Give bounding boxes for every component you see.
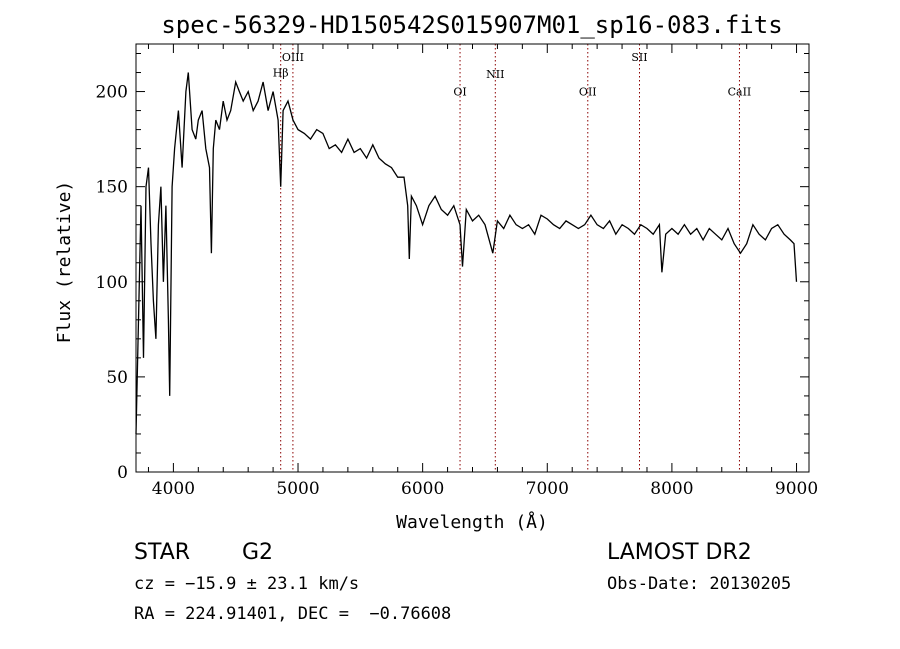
emission-line-markers: Hβ OIII OI NII OII SII CaII <box>273 44 752 472</box>
y-tick-label-50: 50 <box>106 368 128 388</box>
y-tick-label-200: 200 <box>96 83 128 103</box>
coordinates-readout: RA = 224.91401, DEC = −0.76608 <box>134 604 452 624</box>
line-marker-label-6: CaII <box>728 85 752 98</box>
line-marker-label-1: OIII <box>282 51 304 64</box>
y-tick-label-150: 150 <box>96 178 128 198</box>
y-tick-label-0: 0 <box>117 463 128 483</box>
x-tick-label-6000: 6000 <box>401 479 444 499</box>
y-axis-ticks: 0 50 100 150 200 <box>96 53 809 483</box>
line-marker-label-2: OI <box>453 85 466 98</box>
x-tick-label-8000: 8000 <box>650 479 693 499</box>
line-marker-label-3: NII <box>486 68 504 81</box>
x-tick-label-5000: 5000 <box>276 479 319 499</box>
x-tick-label-7000: 7000 <box>526 479 569 499</box>
x-tick-label-9000: 9000 <box>775 479 818 499</box>
survey-name: LAMOST DR2 <box>607 540 752 565</box>
line-marker-label-4: OII <box>579 85 597 98</box>
y-tick-label-100: 100 <box>96 273 128 293</box>
x-axis-ticks: 4000 5000 6000 7000 8000 9000 <box>147 44 818 499</box>
object-subclass: G2 <box>242 540 274 565</box>
plot-frame <box>135 43 810 473</box>
chart-title: spec-56329-HD150542S015907M01_sp16-083.f… <box>161 11 782 39</box>
redshift-readout: cz = −15.9 ± 23.1 km/s <box>134 574 360 594</box>
x-axis-label: Wavelength (Å) <box>396 511 548 533</box>
y-axis-label: Flux (relative) <box>54 181 75 344</box>
spectrum-line <box>135 72 798 435</box>
line-marker-label-5: SII <box>631 51 647 64</box>
x-tick-label-4000: 4000 <box>152 479 195 499</box>
line-marker-label-0: Hβ <box>273 66 289 79</box>
object-class: STAR <box>134 540 191 565</box>
observation-date: Obs-Date: 20130205 <box>607 574 792 594</box>
